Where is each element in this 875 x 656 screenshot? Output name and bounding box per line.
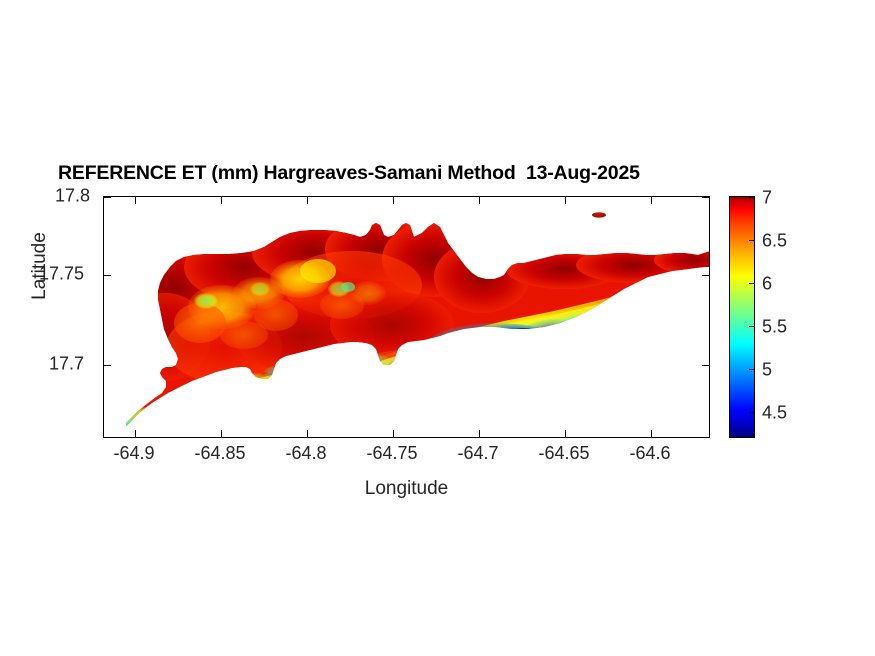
ytick-mark-right — [702, 365, 709, 367]
ytick-label: 17.8 — [55, 185, 91, 206]
xtick-mark — [307, 430, 309, 437]
colorbar-tick-label: 5 — [762, 359, 773, 380]
ytick-mark-right — [702, 275, 709, 277]
xtick-label: -64.75 — [366, 443, 418, 463]
ytick-mark — [104, 275, 111, 277]
xtick-label: -64.7 — [457, 443, 499, 463]
ytick-mark — [104, 365, 111, 367]
xtick-mark-top — [307, 197, 309, 204]
colorbar-tick-label: 6 — [762, 273, 773, 294]
et-field-group — [126, 223, 709, 426]
xtick-mark-top — [565, 197, 567, 204]
colorbar-tick — [749, 197, 754, 199]
xtick-label: -64.9 — [113, 443, 155, 463]
xtick-mark — [479, 430, 481, 437]
colorbar-tick-label: 7 — [762, 187, 773, 208]
colorbar-tick — [749, 326, 754, 328]
colorbar-tick — [749, 412, 754, 414]
xtick-mark-top — [651, 197, 653, 204]
page-title: REFERENCE ET (mm) Hargreaves-Samani Meth… — [58, 162, 640, 184]
reference-et-raster — [126, 212, 709, 426]
y-axis-label: Latitude — [29, 232, 50, 300]
xtick-mark — [135, 430, 137, 437]
xtick-mark — [565, 430, 567, 437]
xtick-mark-top — [393, 197, 395, 204]
xtick-mark-top — [221, 197, 223, 204]
ytick-mark-right — [702, 197, 709, 199]
xtick-mark — [221, 430, 223, 437]
xtick-mark-top — [479, 197, 481, 204]
colorbar — [729, 196, 755, 438]
colorbar-tick-label: 4.5 — [762, 402, 788, 423]
xtick-label: -64.6 — [629, 443, 671, 463]
colorbar-tick-label: 5.5 — [762, 316, 788, 337]
colorbar-tick-label: 6.5 — [762, 230, 788, 251]
colorbar-tick — [749, 283, 754, 285]
map-axes — [103, 196, 710, 438]
xtick-label: -64.8 — [285, 443, 327, 463]
colorbar-tick — [749, 240, 754, 242]
xtick-label: -64.85 — [194, 443, 246, 463]
xtick-mark-top — [135, 197, 137, 204]
x-axis-label: Longitude — [364, 478, 449, 499]
xtick-mark — [651, 430, 653, 437]
xtick-label: -64.65 — [538, 443, 590, 463]
ytick-mark — [104, 197, 111, 199]
ytick-label: 17.7 — [49, 353, 85, 374]
colorbar-tick — [749, 369, 754, 371]
buck-island-islet — [592, 212, 606, 218]
ytick-label: 17.75 — [39, 263, 85, 284]
xtick-mark — [393, 430, 395, 437]
